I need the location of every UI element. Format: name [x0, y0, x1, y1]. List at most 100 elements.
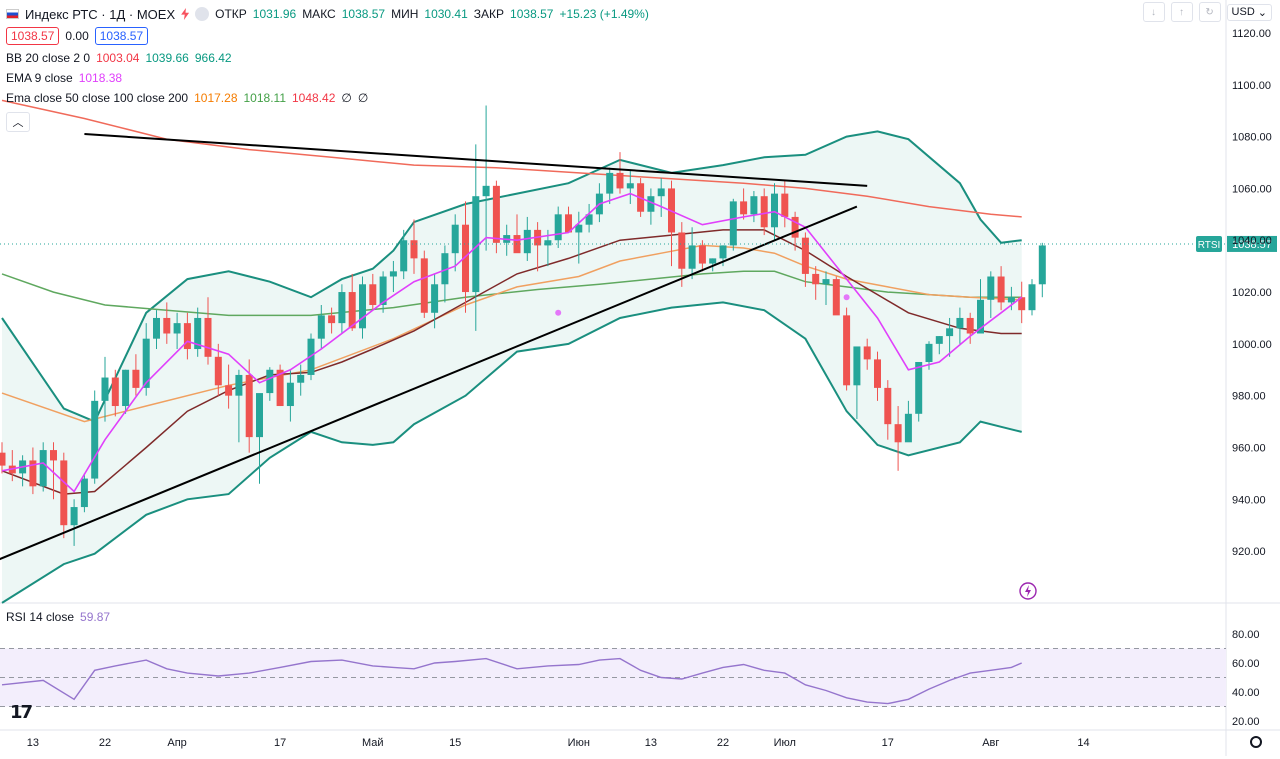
candle-body[interactable]	[379, 276, 387, 306]
alert-icon[interactable]	[181, 8, 190, 20]
buy-button[interactable]: 1038.57	[94, 27, 149, 45]
candle-body[interactable]	[616, 172, 624, 189]
candle-body[interactable]	[935, 336, 943, 344]
candle-body[interactable]	[101, 377, 109, 401]
candle-body[interactable]	[791, 216, 799, 238]
candle-body[interactable]	[925, 343, 933, 362]
tradingview-logo-icon[interactable]: 17	[10, 702, 33, 723]
candle-body[interactable]	[554, 214, 562, 241]
candle-body[interactable]	[575, 224, 583, 233]
candle-body[interactable]	[966, 317, 974, 334]
candle-body[interactable]	[183, 323, 191, 350]
trendline-resistance[interactable]	[84, 133, 868, 187]
candle-body[interactable]	[297, 374, 305, 383]
candle-body[interactable]	[276, 369, 284, 407]
candle-body[interactable]	[626, 183, 634, 189]
candle-body[interactable]	[266, 369, 274, 394]
candle-body[interactable]	[1028, 284, 1036, 311]
candle-body[interactable]	[781, 193, 789, 217]
candle-body[interactable]	[80, 478, 88, 508]
candle-body[interactable]	[389, 271, 397, 277]
candle-body[interactable]	[606, 172, 614, 194]
candle-body[interactable]	[904, 413, 912, 443]
candle-body[interactable]	[688, 245, 696, 269]
candle-body[interactable]	[328, 315, 336, 324]
symbol-title[interactable]: Индекс РТС · 1Д · MOEX	[25, 6, 176, 22]
candle-body[interactable]	[647, 196, 655, 212]
candle-body[interactable]	[111, 377, 119, 407]
candle-body[interactable]	[771, 193, 778, 228]
candle-body[interactable]	[50, 450, 57, 461]
candle-body[interactable]	[915, 361, 923, 414]
candle-body[interactable]	[1007, 297, 1015, 303]
candle-body[interactable]	[431, 284, 439, 313]
candle-body[interactable]	[565, 214, 572, 233]
reset-icon[interactable]: ↻	[1198, 2, 1221, 22]
candle-body[interactable]	[0, 452, 6, 466]
ema3-legend[interactable]: Ema close 50 close 100 close 200 1017.28…	[6, 88, 649, 108]
candle-body[interactable]	[523, 229, 531, 254]
candle-body[interactable]	[163, 317, 171, 334]
candle-body[interactable]	[256, 393, 263, 438]
candle-body[interactable]	[153, 317, 160, 339]
candle-body[interactable]	[472, 196, 480, 293]
candle-body[interactable]	[60, 460, 68, 526]
candle-body[interactable]	[225, 385, 233, 396]
collapse-legend-button[interactable]: ︿	[6, 112, 30, 132]
candle-body[interactable]	[719, 245, 727, 259]
candle-body[interactable]	[698, 245, 706, 264]
candle-body[interactable]	[740, 201, 748, 215]
candle-body[interactable]	[451, 224, 459, 254]
candle-body[interactable]	[1038, 245, 1046, 285]
candle-body[interactable]	[997, 276, 1005, 303]
candle-body[interactable]	[832, 279, 840, 316]
lightning-icon[interactable]	[1019, 582, 1037, 600]
candle-body[interactable]	[338, 292, 346, 324]
candle-body[interactable]	[173, 323, 181, 334]
candle-body[interactable]	[657, 188, 665, 197]
currency-select[interactable]: USD ⌄	[1226, 3, 1272, 21]
candle-body[interactable]	[214, 356, 222, 386]
market-status-icon[interactable]	[195, 7, 210, 21]
arrow-down-icon[interactable]: ↓	[1142, 2, 1165, 22]
candle-body[interactable]	[709, 258, 717, 264]
candle-body[interactable]	[91, 400, 99, 479]
candle-body[interactable]	[678, 232, 686, 269]
candle-body[interactable]	[441, 253, 449, 285]
candle-body[interactable]	[369, 284, 377, 306]
candle-body[interactable]	[544, 240, 552, 246]
candle-body[interactable]	[956, 317, 964, 329]
gear-icon[interactable]	[1250, 736, 1262, 748]
candle-body[interactable]	[1018, 297, 1026, 311]
trendline-support[interactable]	[0, 205, 858, 567]
candle-body[interactable]	[853, 346, 861, 386]
rsi-legend[interactable]: RSI 14 close 59.87	[6, 610, 110, 624]
candle-body[interactable]	[729, 201, 737, 246]
candle-body[interactable]	[585, 214, 593, 225]
candle-body[interactable]	[946, 328, 954, 337]
candle-body[interactable]	[286, 382, 294, 407]
candle-body[interactable]	[400, 240, 408, 272]
candle-body[interactable]	[884, 387, 892, 425]
candle-body[interactable]	[132, 369, 140, 388]
candle-body[interactable]	[317, 315, 325, 339]
arrow-up-icon[interactable]: ↑	[1170, 2, 1193, 22]
candle-body[interactable]	[122, 369, 130, 407]
candle-body[interactable]	[863, 346, 871, 360]
candle-body[interactable]	[142, 338, 150, 388]
candle-body[interactable]	[492, 185, 500, 243]
candle-body[interactable]	[359, 284, 366, 329]
candle-body[interactable]	[760, 196, 768, 228]
candle-body[interactable]	[750, 196, 758, 215]
candle-body[interactable]	[39, 450, 47, 487]
ema9-legend[interactable]: EMA 9 close 1018.38	[6, 68, 649, 88]
candle-body[interactable]	[462, 224, 469, 293]
bb-legend[interactable]: BB 20 close 2 0 1003.04 1039.66 966.42	[6, 48, 649, 68]
candle-body[interactable]	[812, 273, 820, 285]
candle-body[interactable]	[410, 240, 418, 259]
candle-body[interactable]	[977, 299, 984, 334]
sell-button[interactable]: 1038.57	[6, 27, 60, 45]
candle-body[interactable]	[70, 507, 78, 526]
